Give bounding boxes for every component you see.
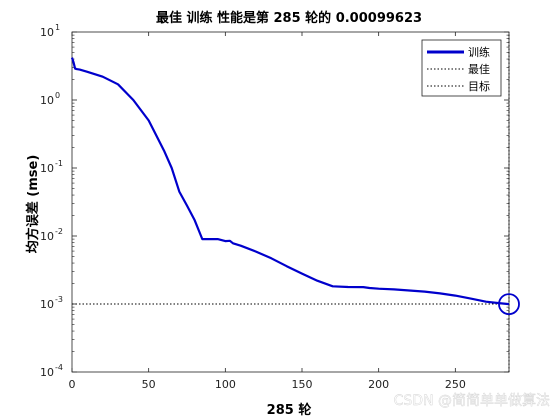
x-tick-label: 150 (292, 378, 313, 391)
legend-label-best: 最佳 (468, 62, 490, 76)
series-line-0 (70, 57, 510, 306)
legend: 训练 最佳 目标 (421, 39, 502, 97)
x-tick-label: 100 (215, 378, 236, 391)
y-tick-label: 10 (40, 366, 54, 379)
y-tick-label: 10 (40, 94, 54, 107)
y-tick-label: 10 (40, 230, 54, 243)
y-tick-exponent: -3 (55, 295, 63, 304)
y-tick-exponent: -4 (55, 363, 63, 372)
y-tick-label: 10 (40, 298, 54, 311)
x-axis-label: 285 轮 (267, 402, 312, 418)
y-tick-exponent: -2 (55, 227, 63, 236)
legend-label-train: 训练 (468, 45, 490, 59)
legend-box (421, 39, 502, 97)
y-axis-label: 均方误差 (mse) (25, 155, 41, 254)
y-tick-exponent: -1 (55, 159, 63, 168)
plot-lines (70, 32, 520, 372)
x-tick-label: 50 (142, 378, 156, 391)
x-tick-label: 0 (69, 378, 76, 391)
best-point-marker (498, 293, 520, 316)
y-tick-label: 10 (40, 26, 54, 39)
legend-label-goal: 目标 (468, 79, 490, 93)
x-tick-label: 250 (445, 378, 466, 391)
y-tick-exponent: 1 (55, 23, 60, 32)
watermark: CSDN @简简单单做算法 (394, 392, 550, 409)
y-tick-label: 10 (40, 162, 54, 175)
chart-title: 最佳 训练 性能是第 285 轮的 0.00099623 (156, 10, 422, 26)
x-tick-label: 200 (368, 378, 389, 391)
y-tick-exponent: 0 (55, 91, 60, 100)
